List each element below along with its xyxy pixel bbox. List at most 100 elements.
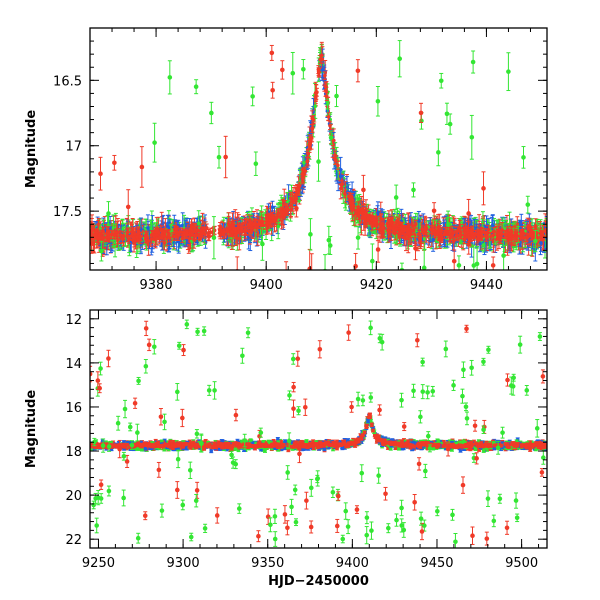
y-axis-label: Magnitude: [24, 110, 39, 189]
outlier-point: [470, 50, 476, 74]
outlier-point: [291, 399, 296, 418]
data-point: [181, 442, 186, 447]
outlier-point: [211, 216, 217, 260]
x-tick-label: 9420: [360, 278, 393, 293]
data-point: [138, 442, 143, 447]
outlier-point: [399, 499, 404, 517]
data-point: [254, 444, 259, 448]
outlier-point: [235, 256, 240, 270]
outlier-point: [369, 521, 374, 540]
outlier-point: [423, 463, 428, 479]
outlier-point: [418, 410, 423, 424]
outlier-point: [236, 503, 242, 514]
outlier-point: [425, 385, 430, 400]
outlier-point: [435, 506, 440, 517]
outlier-point: [152, 122, 157, 163]
outlier-point: [375, 86, 381, 117]
outlier-point: [461, 361, 466, 379]
outlier-point: [202, 523, 208, 533]
outlier-point: [511, 373, 516, 382]
outlier-point: [469, 359, 474, 376]
outlier-point: [420, 384, 426, 400]
outlier-point: [481, 171, 486, 206]
outlier-point: [272, 531, 278, 547]
outlier-point: [135, 532, 141, 544]
data-point: [224, 444, 229, 448]
outlier-point: [421, 249, 427, 270]
outlier-point: [142, 511, 148, 521]
data-point: [436, 444, 441, 448]
x-tick-label: 9250: [82, 556, 115, 571]
outlier-point: [393, 184, 399, 211]
outlier-point: [504, 520, 510, 535]
outlier-point: [412, 493, 417, 511]
outlier-point: [370, 243, 375, 270]
outlier-point: [430, 385, 436, 397]
data-point: [403, 442, 408, 447]
outlier-point: [176, 341, 182, 350]
outlier-point: [541, 450, 546, 465]
outlier-point: [443, 340, 449, 358]
data-point: [280, 442, 285, 447]
outlier-point: [143, 359, 149, 374]
outlier-point: [355, 391, 361, 407]
data-point: [319, 54, 324, 64]
outlier-point: [354, 505, 360, 514]
outlier-point: [323, 254, 328, 270]
outlier-point: [386, 523, 391, 534]
outlier-point: [180, 408, 185, 428]
outlier-point: [284, 261, 289, 270]
outlier-point: [394, 513, 399, 527]
outlier-point: [355, 59, 361, 83]
outlier-point: [159, 503, 165, 518]
data-point: [410, 443, 415, 448]
y-tick-label: 12: [65, 313, 82, 328]
outlier-point: [146, 338, 152, 352]
outlier-point: [377, 404, 382, 416]
outlier-point: [514, 513, 520, 523]
outlier-point: [181, 344, 186, 357]
outlier-point: [253, 151, 259, 176]
outlier-point: [290, 51, 296, 95]
data-point: [461, 444, 466, 448]
outlier-point: [399, 392, 404, 408]
data-point: [380, 440, 385, 445]
y-axis-label: Magnitude: [24, 390, 39, 469]
data-point: [432, 442, 437, 447]
outlier-point: [175, 481, 180, 499]
outlier-point: [98, 479, 104, 490]
outlier-point: [302, 398, 308, 416]
y-tick-label: 22: [65, 533, 82, 548]
outlier-point: [345, 519, 351, 535]
data-point: [270, 442, 275, 447]
outlier-point: [472, 419, 478, 432]
outlier-point: [444, 102, 450, 125]
data-point: [151, 443, 156, 448]
outlier-point: [308, 478, 314, 497]
outlier-point: [132, 397, 138, 409]
outlier-point: [334, 518, 340, 533]
outlier-point: [346, 324, 351, 341]
data-point: [234, 442, 239, 446]
outlier-point: [436, 138, 441, 167]
x-axis-label: HJD−2450000: [268, 574, 369, 589]
data-point: [302, 444, 307, 449]
outlier-point: [121, 489, 126, 507]
x-tick-label: 9400: [336, 556, 369, 571]
outlier-point: [270, 81, 275, 99]
x-tick-label: 9500: [505, 556, 538, 571]
data-point: [540, 445, 545, 450]
outlier-point: [451, 249, 457, 270]
outlier-point: [376, 467, 381, 484]
outlier-point: [285, 465, 290, 480]
x-tick-label: 9380: [140, 278, 173, 293]
outlier-point: [364, 526, 370, 545]
outlier-point: [491, 514, 497, 528]
data-point: [320, 61, 325, 79]
data-point: [421, 442, 426, 447]
y-tick-label: 17.5: [53, 205, 82, 220]
y-tick-label: 17: [65, 140, 82, 155]
data-point: [216, 443, 221, 448]
data-point: [503, 230, 508, 240]
outlier-point: [193, 493, 199, 508]
